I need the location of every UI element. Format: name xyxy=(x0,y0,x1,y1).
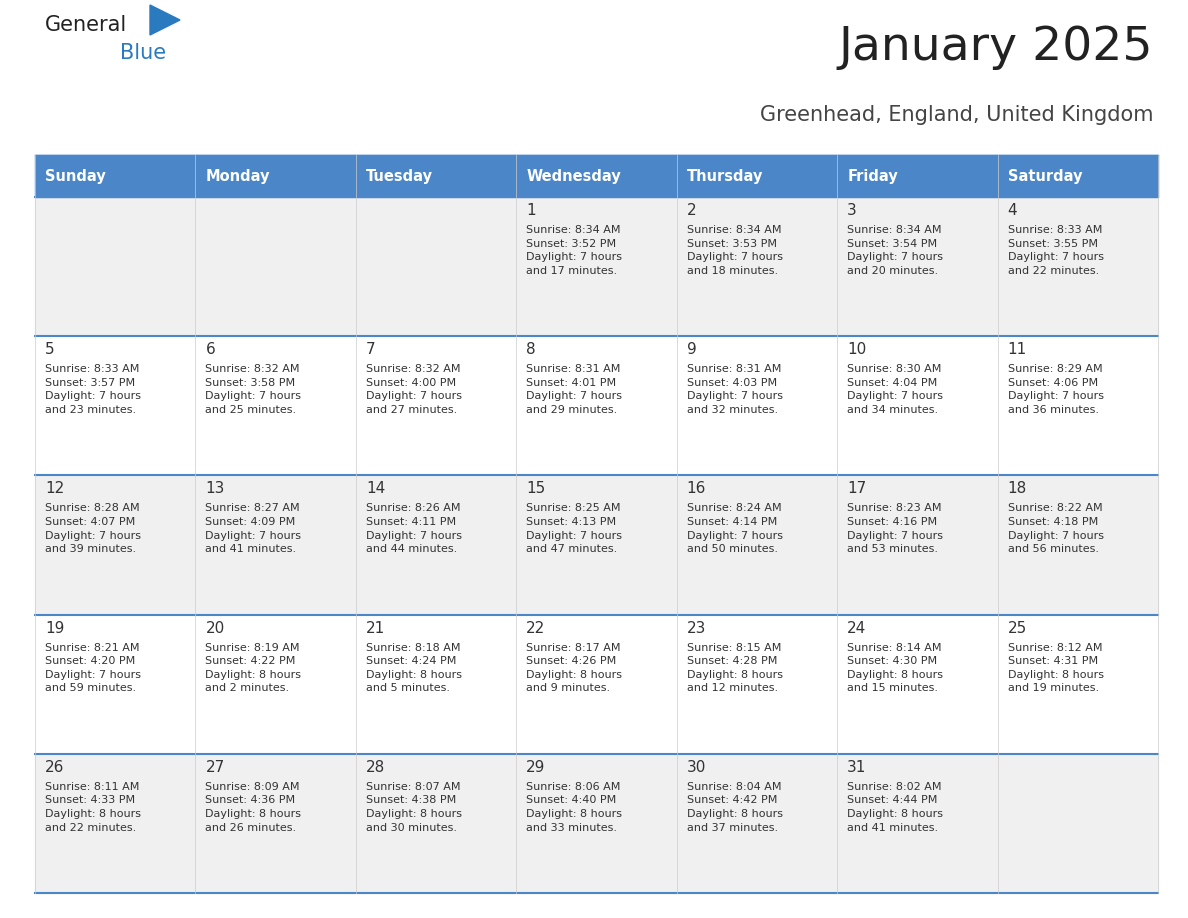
Text: 15: 15 xyxy=(526,481,545,497)
Text: Wednesday: Wednesday xyxy=(526,169,621,184)
Text: 19: 19 xyxy=(45,621,64,635)
Text: Monday: Monday xyxy=(206,169,270,184)
Text: 26: 26 xyxy=(45,760,64,775)
Text: General: General xyxy=(45,15,127,35)
Text: Sunrise: 8:17 AM
Sunset: 4:26 PM
Daylight: 8 hours
and 9 minutes.: Sunrise: 8:17 AM Sunset: 4:26 PM Dayligh… xyxy=(526,643,623,693)
Text: 14: 14 xyxy=(366,481,385,497)
Bar xyxy=(34,197,1158,336)
Text: Sunrise: 8:12 AM
Sunset: 4:31 PM
Daylight: 8 hours
and 19 minutes.: Sunrise: 8:12 AM Sunset: 4:31 PM Dayligh… xyxy=(1007,643,1104,693)
Bar xyxy=(34,614,1158,754)
Text: Sunrise: 8:33 AM
Sunset: 3:57 PM
Daylight: 7 hours
and 23 minutes.: Sunrise: 8:33 AM Sunset: 3:57 PM Dayligh… xyxy=(45,364,141,415)
Text: Sunrise: 8:09 AM
Sunset: 4:36 PM
Daylight: 8 hours
and 26 minutes.: Sunrise: 8:09 AM Sunset: 4:36 PM Dayligh… xyxy=(206,782,302,833)
Text: Sunrise: 8:23 AM
Sunset: 4:16 PM
Daylight: 7 hours
and 53 minutes.: Sunrise: 8:23 AM Sunset: 4:16 PM Dayligh… xyxy=(847,503,943,554)
Text: Sunrise: 8:07 AM
Sunset: 4:38 PM
Daylight: 8 hours
and 30 minutes.: Sunrise: 8:07 AM Sunset: 4:38 PM Dayligh… xyxy=(366,782,462,833)
Text: Sunrise: 8:32 AM
Sunset: 3:58 PM
Daylight: 7 hours
and 25 minutes.: Sunrise: 8:32 AM Sunset: 3:58 PM Dayligh… xyxy=(206,364,302,415)
Text: Sunrise: 8:34 AM
Sunset: 3:53 PM
Daylight: 7 hours
and 18 minutes.: Sunrise: 8:34 AM Sunset: 3:53 PM Dayligh… xyxy=(687,225,783,275)
Text: Sunrise: 8:15 AM
Sunset: 4:28 PM
Daylight: 8 hours
and 12 minutes.: Sunrise: 8:15 AM Sunset: 4:28 PM Dayligh… xyxy=(687,643,783,693)
Text: 2: 2 xyxy=(687,203,696,218)
Text: Sunrise: 8:27 AM
Sunset: 4:09 PM
Daylight: 7 hours
and 41 minutes.: Sunrise: 8:27 AM Sunset: 4:09 PM Dayligh… xyxy=(206,503,302,554)
Text: Sunday: Sunday xyxy=(45,169,106,184)
Text: 27: 27 xyxy=(206,760,225,775)
Text: 7: 7 xyxy=(366,342,375,357)
Text: Sunrise: 8:25 AM
Sunset: 4:13 PM
Daylight: 7 hours
and 47 minutes.: Sunrise: 8:25 AM Sunset: 4:13 PM Dayligh… xyxy=(526,503,623,554)
Text: 10: 10 xyxy=(847,342,866,357)
Text: 17: 17 xyxy=(847,481,866,497)
Text: Sunrise: 8:33 AM
Sunset: 3:55 PM
Daylight: 7 hours
and 22 minutes.: Sunrise: 8:33 AM Sunset: 3:55 PM Dayligh… xyxy=(1007,225,1104,275)
Text: 12: 12 xyxy=(45,481,64,497)
Text: 29: 29 xyxy=(526,760,545,775)
Text: Sunrise: 8:14 AM
Sunset: 4:30 PM
Daylight: 8 hours
and 15 minutes.: Sunrise: 8:14 AM Sunset: 4:30 PM Dayligh… xyxy=(847,643,943,693)
Text: Greenhead, England, United Kingdom: Greenhead, England, United Kingdom xyxy=(759,105,1154,125)
Text: 22: 22 xyxy=(526,621,545,635)
Text: 3: 3 xyxy=(847,203,857,218)
Text: Sunrise: 8:34 AM
Sunset: 3:52 PM
Daylight: 7 hours
and 17 minutes.: Sunrise: 8:34 AM Sunset: 3:52 PM Dayligh… xyxy=(526,225,623,275)
Text: 30: 30 xyxy=(687,760,706,775)
Text: Sunrise: 8:24 AM
Sunset: 4:14 PM
Daylight: 7 hours
and 50 minutes.: Sunrise: 8:24 AM Sunset: 4:14 PM Dayligh… xyxy=(687,503,783,554)
Polygon shape xyxy=(150,5,181,35)
Text: 24: 24 xyxy=(847,621,866,635)
Text: 28: 28 xyxy=(366,760,385,775)
Text: Sunrise: 8:26 AM
Sunset: 4:11 PM
Daylight: 7 hours
and 44 minutes.: Sunrise: 8:26 AM Sunset: 4:11 PM Dayligh… xyxy=(366,503,462,554)
Text: Sunrise: 8:02 AM
Sunset: 4:44 PM
Daylight: 8 hours
and 41 minutes.: Sunrise: 8:02 AM Sunset: 4:44 PM Dayligh… xyxy=(847,782,943,833)
Text: Sunrise: 8:31 AM
Sunset: 4:03 PM
Daylight: 7 hours
and 32 minutes.: Sunrise: 8:31 AM Sunset: 4:03 PM Dayligh… xyxy=(687,364,783,415)
Text: Sunrise: 8:34 AM
Sunset: 3:54 PM
Daylight: 7 hours
and 20 minutes.: Sunrise: 8:34 AM Sunset: 3:54 PM Dayligh… xyxy=(847,225,943,275)
Text: Sunrise: 8:28 AM
Sunset: 4:07 PM
Daylight: 7 hours
and 39 minutes.: Sunrise: 8:28 AM Sunset: 4:07 PM Dayligh… xyxy=(45,503,141,554)
Text: 13: 13 xyxy=(206,481,225,497)
Text: Sunrise: 8:31 AM
Sunset: 4:01 PM
Daylight: 7 hours
and 29 minutes.: Sunrise: 8:31 AM Sunset: 4:01 PM Dayligh… xyxy=(526,364,623,415)
Text: 6: 6 xyxy=(206,342,215,357)
Text: Saturday: Saturday xyxy=(1007,169,1082,184)
Text: Thursday: Thursday xyxy=(687,169,763,184)
Bar xyxy=(34,754,1158,893)
Text: Sunrise: 8:06 AM
Sunset: 4:40 PM
Daylight: 8 hours
and 33 minutes.: Sunrise: 8:06 AM Sunset: 4:40 PM Dayligh… xyxy=(526,782,623,833)
Text: 8: 8 xyxy=(526,342,536,357)
Text: Sunrise: 8:21 AM
Sunset: 4:20 PM
Daylight: 7 hours
and 59 minutes.: Sunrise: 8:21 AM Sunset: 4:20 PM Dayligh… xyxy=(45,643,141,693)
Bar xyxy=(34,476,1158,614)
Text: 20: 20 xyxy=(206,621,225,635)
Text: Sunrise: 8:30 AM
Sunset: 4:04 PM
Daylight: 7 hours
and 34 minutes.: Sunrise: 8:30 AM Sunset: 4:04 PM Dayligh… xyxy=(847,364,943,415)
Text: Tuesday: Tuesday xyxy=(366,169,432,184)
Text: 21: 21 xyxy=(366,621,385,635)
Bar xyxy=(34,155,1158,197)
Text: Sunrise: 8:04 AM
Sunset: 4:42 PM
Daylight: 8 hours
and 37 minutes.: Sunrise: 8:04 AM Sunset: 4:42 PM Dayligh… xyxy=(687,782,783,833)
Text: 9: 9 xyxy=(687,342,696,357)
Text: Friday: Friday xyxy=(847,169,898,184)
Bar xyxy=(34,336,1158,476)
Text: 4: 4 xyxy=(1007,203,1017,218)
Text: Sunrise: 8:11 AM
Sunset: 4:33 PM
Daylight: 8 hours
and 22 minutes.: Sunrise: 8:11 AM Sunset: 4:33 PM Dayligh… xyxy=(45,782,141,833)
Text: 31: 31 xyxy=(847,760,866,775)
Text: Sunrise: 8:18 AM
Sunset: 4:24 PM
Daylight: 8 hours
and 5 minutes.: Sunrise: 8:18 AM Sunset: 4:24 PM Dayligh… xyxy=(366,643,462,693)
Text: 1: 1 xyxy=(526,203,536,218)
Text: 5: 5 xyxy=(45,342,55,357)
Text: 18: 18 xyxy=(1007,481,1026,497)
Text: Sunrise: 8:32 AM
Sunset: 4:00 PM
Daylight: 7 hours
and 27 minutes.: Sunrise: 8:32 AM Sunset: 4:00 PM Dayligh… xyxy=(366,364,462,415)
Text: Sunrise: 8:29 AM
Sunset: 4:06 PM
Daylight: 7 hours
and 36 minutes.: Sunrise: 8:29 AM Sunset: 4:06 PM Dayligh… xyxy=(1007,364,1104,415)
Text: Blue: Blue xyxy=(120,43,166,63)
Text: 23: 23 xyxy=(687,621,706,635)
Text: Sunrise: 8:19 AM
Sunset: 4:22 PM
Daylight: 8 hours
and 2 minutes.: Sunrise: 8:19 AM Sunset: 4:22 PM Dayligh… xyxy=(206,643,302,693)
Text: 11: 11 xyxy=(1007,342,1026,357)
Text: 25: 25 xyxy=(1007,621,1026,635)
Text: Sunrise: 8:22 AM
Sunset: 4:18 PM
Daylight: 7 hours
and 56 minutes.: Sunrise: 8:22 AM Sunset: 4:18 PM Dayligh… xyxy=(1007,503,1104,554)
Text: January 2025: January 2025 xyxy=(839,25,1154,70)
Text: 16: 16 xyxy=(687,481,706,497)
